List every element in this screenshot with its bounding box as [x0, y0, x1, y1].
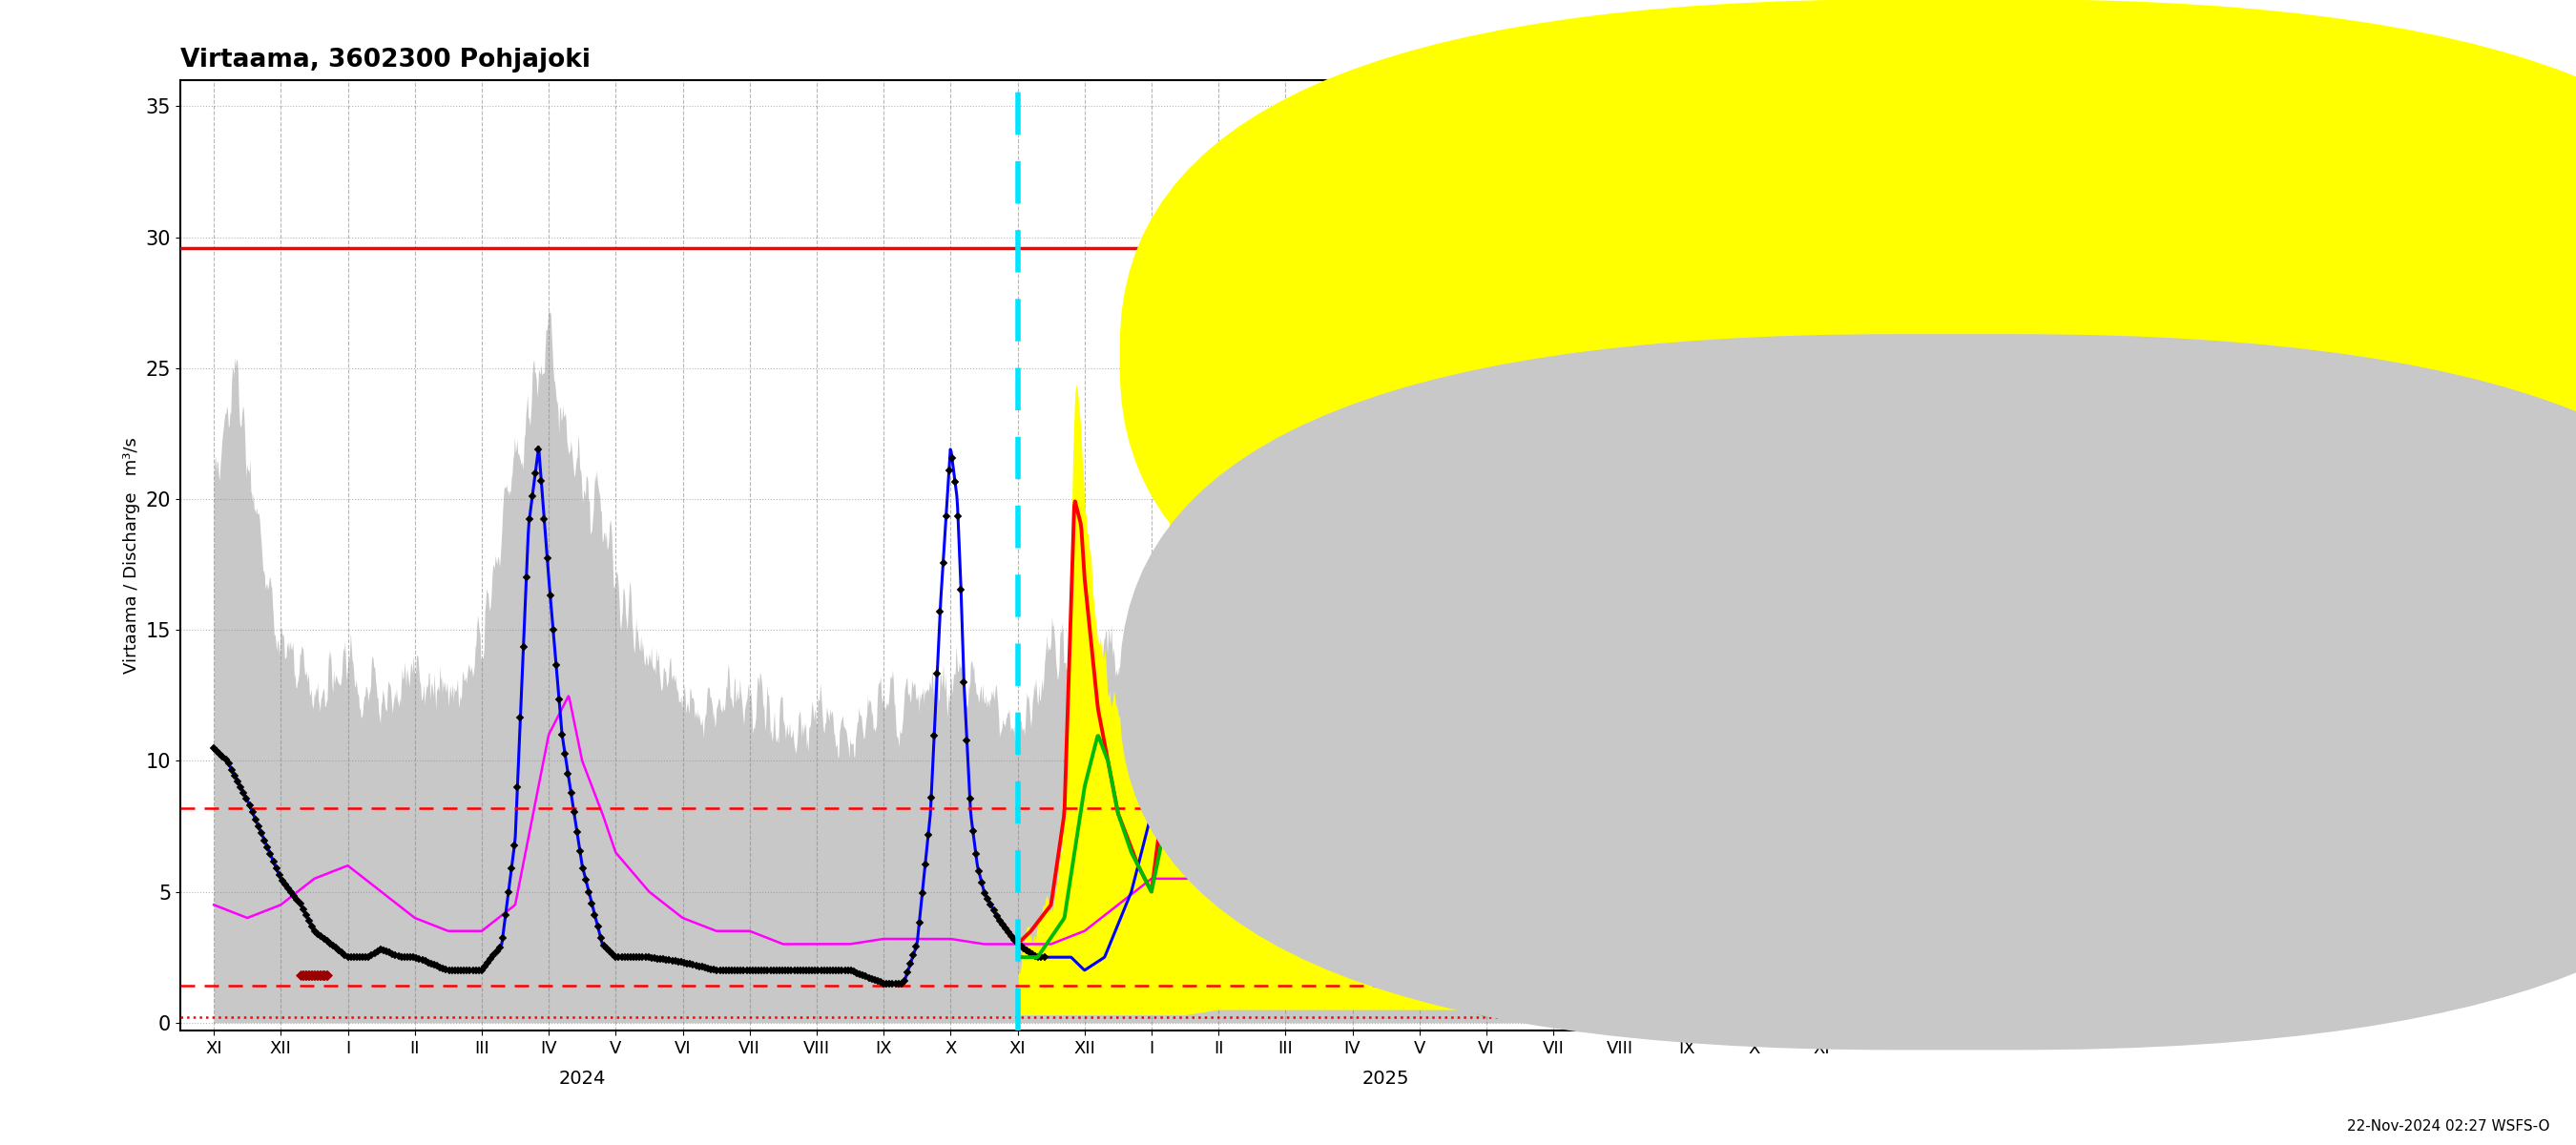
Text: Ennusteen alku: Ennusteen alku: [2035, 39, 2154, 53]
Text: 2025: 2025: [1363, 1069, 1409, 1088]
Text: Pienimmän huipun ennuste: Pienimmän huipun ennuste: [2035, 273, 2246, 286]
Text: Huipun keskiennuste: Huipun keskiennuste: [2035, 117, 2195, 131]
Text: ◇=Epäluotettava hav.: ◇=Epäluotettava hav.: [2035, 506, 2205, 520]
Text: MNQ 0.86 m³/s HNQ  1.4
24.03.1979 NQ 0.20: MNQ 0.86 m³/s HNQ 1.4 24.03.1979 NQ 0.20: [2035, 980, 2223, 1011]
Text: 22-Nov-2024 02:27 WSFS-O: 22-Nov-2024 02:27 WSFS-O: [2347, 1120, 2550, 1134]
Text: Vaihteluväli 1970-2023
 Havaintoasema 3602300: Vaihteluväli 1970-2023 Havaintoasema 360…: [2035, 677, 2231, 708]
Text: Suurimman huipun ennuste: Suurimman huipun ennuste: [2035, 195, 2249, 208]
Text: ◇=Havaittu 3602300: ◇=Havaittu 3602300: [2035, 428, 2197, 442]
Y-axis label: Virtaama / Discharge   m³/s: Virtaama / Discharge m³/s: [124, 437, 142, 673]
Text: Havaintojen mediaani: Havaintojen mediaani: [2035, 802, 2202, 816]
Text: Virtaama, 3602300 Pohjajoki: Virtaama, 3602300 Pohjajoki: [180, 48, 590, 72]
Text: 2024: 2024: [559, 1069, 605, 1088]
Text: Ennusteen vaihteluväli: Ennusteen vaihteluväli: [2035, 350, 2210, 364]
Text: Simuloitu historia: Simuloitu historia: [2035, 584, 2169, 598]
Text: MHQ 17.6 m³/s NHQ  8.2
06.05.1984 HQ 30.0: MHQ 17.6 m³/s NHQ 8.2 06.05.1984 HQ 30.0: [2035, 879, 2223, 910]
